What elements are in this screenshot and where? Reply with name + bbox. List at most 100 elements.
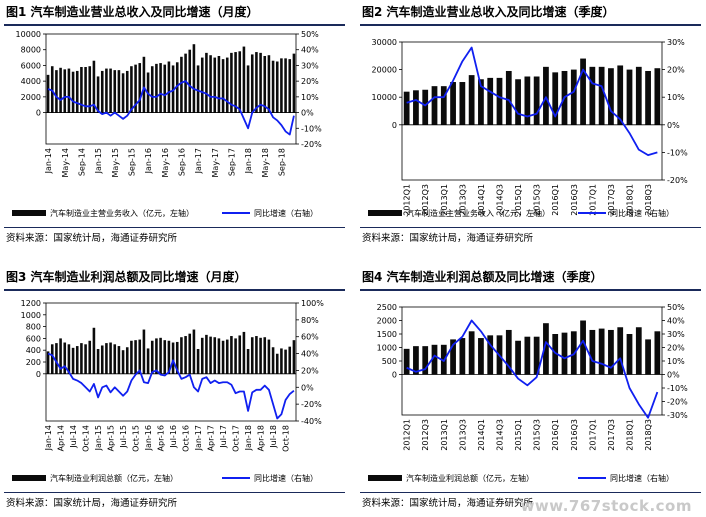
y-left-tick-label: 800 — [26, 323, 41, 332]
bar — [130, 66, 133, 113]
x-tick-label: 2016Q1 — [551, 419, 560, 451]
x-tick-label: Apr-18 — [257, 425, 266, 451]
chart-svg: 0 10000 20000 30000 -20% -10% 0% 10% 20% 30% 2012Q… — [368, 38, 688, 218]
bar — [159, 63, 162, 113]
x-tick-label: Jan-16 — [144, 425, 153, 451]
bar — [561, 332, 568, 375]
bar — [92, 60, 96, 113]
y-right-tick-label: 30% — [667, 38, 685, 47]
bar — [608, 329, 614, 375]
source-note: 资料来源：国家统计局，海通证券研究所 — [362, 498, 534, 509]
title-rule — [4, 289, 345, 291]
y-left-tick-label: 200 — [26, 358, 41, 367]
bar — [635, 66, 642, 125]
bar — [205, 52, 208, 113]
source-rule — [4, 227, 345, 228]
x-tick-label: Jul-14 — [69, 425, 78, 449]
bar — [55, 70, 58, 113]
bar — [100, 70, 104, 113]
bar — [533, 76, 540, 125]
bar — [230, 52, 233, 113]
bar — [155, 338, 158, 374]
bar — [543, 323, 549, 375]
bar — [188, 49, 192, 113]
bar — [88, 66, 92, 113]
y-right-tick-label: 50% — [301, 30, 319, 39]
x-tick-label: 2018Q1 — [626, 419, 635, 451]
bar — [403, 348, 410, 375]
bar — [288, 59, 292, 113]
legend-line-label: 同比增速（右轴） — [610, 473, 674, 483]
x-tick-label: 2018Q3 — [644, 419, 653, 451]
bar — [654, 331, 661, 375]
bar — [459, 82, 466, 125]
x-tick-label: Oct-14 — [82, 425, 91, 452]
bar — [645, 339, 651, 375]
bar — [80, 343, 83, 374]
bar — [505, 70, 512, 125]
bar — [468, 331, 475, 375]
bar — [234, 52, 237, 113]
y-left-tick-label: 10000 — [372, 93, 397, 102]
x-tick-label: 2014Q1 — [477, 419, 486, 451]
bar — [142, 329, 146, 374]
bar — [280, 58, 283, 113]
source-rule — [4, 492, 345, 493]
chart-panel-1: 图1 汽车制造业营业总收入及同比增速（月度） 0 2000 4000 6000 8000… — [0, 0, 345, 250]
bar — [121, 350, 125, 374]
y-left-tick-label: 0 — [36, 109, 41, 118]
legend-bar-swatch — [12, 210, 46, 216]
bar — [515, 79, 521, 125]
y-right-tick-label: -10% — [667, 148, 688, 157]
bar — [205, 334, 208, 374]
bar — [192, 44, 196, 113]
plot-area — [45, 302, 297, 422]
growth-line — [406, 319, 659, 419]
x-tick-label: Sep-18 — [277, 148, 286, 176]
y-left-tick-label: 500 — [382, 357, 397, 366]
bar — [598, 328, 605, 375]
bar — [163, 340, 167, 374]
source-rule — [360, 227, 701, 228]
bar — [75, 346, 79, 374]
bar — [505, 329, 512, 375]
bar — [63, 342, 67, 374]
x-tick-label: 2015Q3 — [533, 184, 542, 216]
plot-area — [401, 41, 663, 181]
bar — [134, 340, 137, 374]
bar — [459, 338, 466, 375]
x-tick-label: May-15 — [111, 148, 120, 177]
bar — [242, 331, 246, 374]
legend-bar-label: 汽车制造业利润总额（亿元，左轴） — [50, 473, 178, 483]
bar — [46, 351, 50, 374]
y-left-tick-label: 30000 — [372, 38, 397, 47]
bar — [171, 65, 175, 113]
bar — [589, 66, 596, 125]
bar — [263, 337, 267, 374]
legend-line-label: 同比增速（右轴） — [254, 473, 318, 483]
x-tick-label: Jan-18 — [244, 425, 253, 451]
bar — [413, 346, 419, 375]
bar — [255, 336, 258, 374]
legend-bar-swatch — [368, 210, 402, 216]
chart-panel-4: 图4 汽车制造业利润总额及同比增速（季度） 0 500 1000 1500 2000 25… — [356, 265, 701, 515]
bar — [271, 60, 275, 113]
bar — [171, 342, 175, 374]
bar — [113, 344, 117, 374]
y-left-tick-label: 0 — [392, 121, 397, 130]
growth-line — [406, 46, 658, 157]
bar — [46, 74, 50, 113]
y-left-tick-label: 6000 — [21, 61, 41, 70]
bar — [250, 337, 254, 374]
growth-line — [47, 80, 295, 136]
bar — [167, 61, 171, 113]
x-tick-label: Jan-15 — [94, 148, 103, 174]
bar — [117, 346, 121, 374]
bar — [125, 347, 129, 374]
bar — [59, 67, 62, 113]
bar — [63, 69, 67, 113]
bar — [138, 339, 142, 374]
y-right-tick-label: -20% — [301, 140, 322, 149]
x-tick-label: 2014Q3 — [496, 419, 505, 451]
bar — [55, 343, 58, 374]
